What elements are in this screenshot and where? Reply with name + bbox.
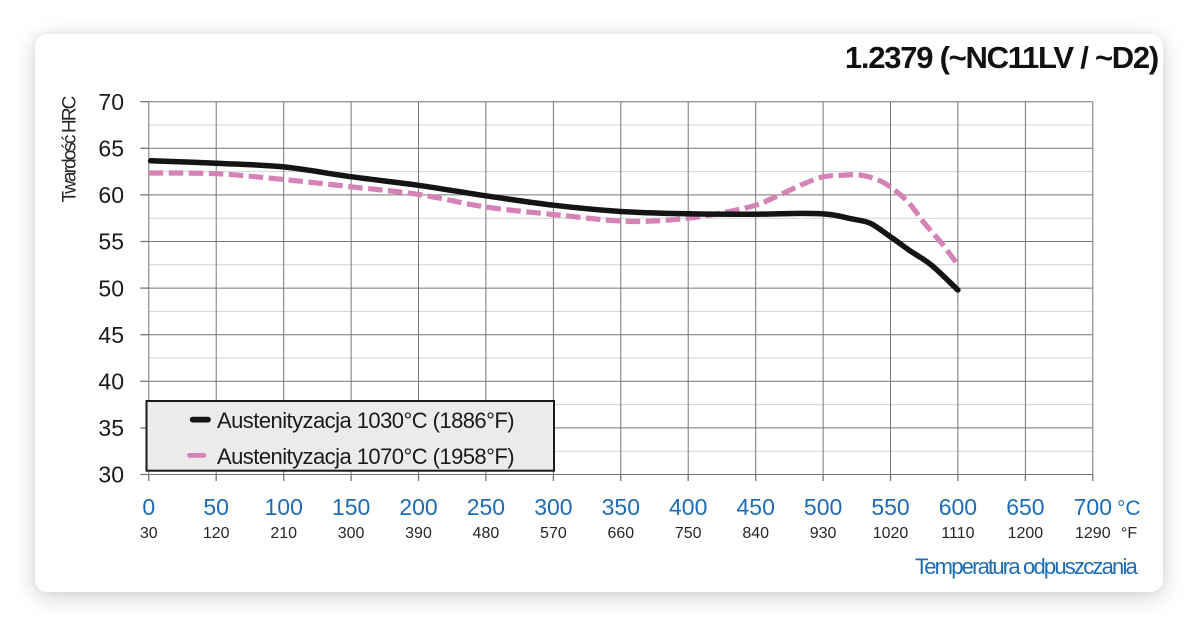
- svg-text:930: 930: [810, 525, 837, 542]
- svg-text:55: 55: [98, 229, 124, 255]
- svg-text:Twardość HRC: Twardość HRC: [60, 96, 81, 202]
- svg-text:250: 250: [467, 494, 505, 520]
- svg-text:0: 0: [142, 494, 155, 520]
- svg-text:45: 45: [98, 322, 124, 348]
- svg-text:65: 65: [98, 136, 124, 162]
- svg-text:400: 400: [669, 494, 707, 520]
- svg-text:°F: °F: [1121, 525, 1137, 542]
- svg-text:750: 750: [675, 525, 702, 542]
- svg-text:1110: 1110: [941, 525, 974, 542]
- svg-text:200: 200: [399, 494, 437, 520]
- svg-text:550: 550: [871, 494, 909, 520]
- svg-text:35: 35: [98, 415, 124, 441]
- svg-text:300: 300: [338, 525, 365, 542]
- svg-text:30: 30: [98, 462, 124, 488]
- svg-text:450: 450: [737, 494, 775, 520]
- svg-text:150: 150: [332, 494, 370, 520]
- svg-text:660: 660: [607, 525, 634, 542]
- svg-text:300: 300: [534, 494, 572, 520]
- svg-text:50: 50: [203, 494, 229, 520]
- svg-text:650: 650: [1006, 494, 1044, 520]
- svg-text:60: 60: [98, 182, 124, 208]
- svg-text:390: 390: [405, 525, 432, 542]
- svg-text:°C: °C: [1117, 497, 1141, 520]
- svg-text:840: 840: [742, 525, 769, 542]
- svg-text:Austenityzacja 1070°C (1958°F): Austenityzacja 1070°C (1958°F): [217, 444, 514, 469]
- svg-text:1200: 1200: [1008, 525, 1044, 542]
- svg-text:1.2379 (~NC11LV / ~D2): 1.2379 (~NC11LV / ~D2): [845, 40, 1158, 75]
- svg-text:210: 210: [270, 525, 297, 542]
- svg-text:350: 350: [602, 494, 640, 520]
- svg-text:Austenityzacja 1030°C (1886°F): Austenityzacja 1030°C (1886°F): [217, 408, 514, 433]
- svg-text:600: 600: [939, 494, 977, 520]
- svg-text:30: 30: [140, 525, 158, 542]
- svg-text:570: 570: [540, 525, 567, 542]
- svg-text:500: 500: [804, 494, 842, 520]
- svg-text:120: 120: [203, 525, 230, 542]
- svg-text:Temperatura odpuszczania: Temperatura odpuszczania: [915, 554, 1139, 579]
- svg-text:70: 70: [98, 89, 124, 115]
- svg-text:100: 100: [265, 494, 303, 520]
- svg-text:1020: 1020: [873, 525, 909, 542]
- svg-text:1290: 1290: [1075, 525, 1111, 542]
- svg-text:700: 700: [1074, 494, 1112, 520]
- svg-text:50: 50: [98, 275, 124, 301]
- svg-text:40: 40: [98, 369, 124, 395]
- svg-text:480: 480: [473, 525, 500, 542]
